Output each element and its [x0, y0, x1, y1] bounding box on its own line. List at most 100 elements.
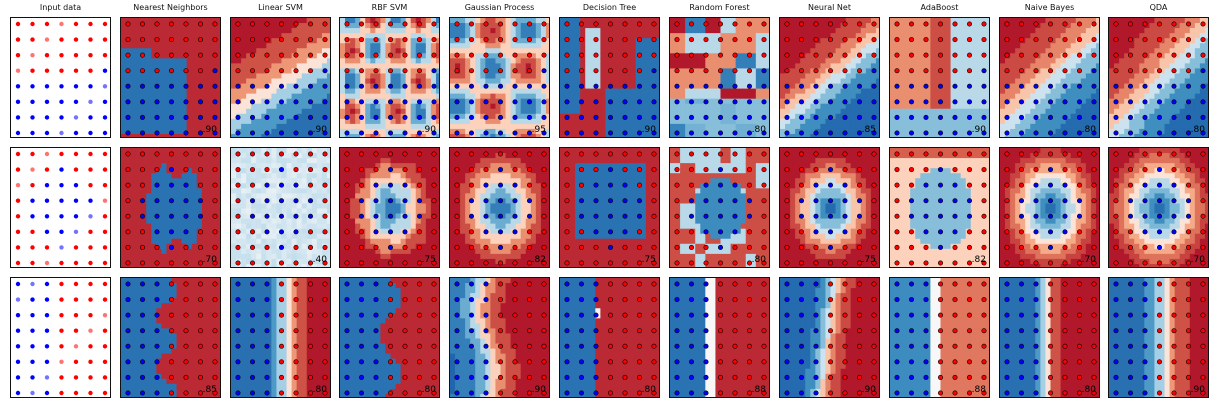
decision-cell	[201, 58, 208, 64]
decision-cell	[740, 98, 747, 105]
decision-cell	[560, 18, 566, 24]
decision-cell	[930, 63, 937, 70]
decision-cell	[360, 108, 366, 115]
data-point	[857, 21, 863, 27]
decision-cell	[286, 78, 293, 85]
data-point	[322, 68, 328, 74]
decision-cell	[375, 118, 381, 125]
decision-cell	[206, 73, 213, 80]
data-point	[278, 52, 284, 58]
decision-cell	[1075, 43, 1082, 49]
decision-cell	[490, 23, 497, 29]
decision-cell	[850, 78, 857, 85]
decision-cell	[785, 78, 791, 85]
decision-cell	[1005, 103, 1011, 110]
data-point	[358, 114, 364, 120]
data-point	[674, 99, 680, 105]
decision-cell	[675, 33, 681, 39]
decision-cell	[1109, 128, 1115, 135]
decision-cell	[191, 123, 198, 130]
decision-cell	[830, 118, 837, 125]
decision-cell	[465, 63, 471, 70]
decision-cell	[725, 123, 732, 130]
data-point	[308, 130, 314, 136]
decision-cell	[790, 38, 796, 44]
decision-cell	[535, 98, 542, 105]
data-point	[198, 130, 204, 136]
decision-cell	[216, 128, 220, 135]
decision-cell	[306, 118, 313, 125]
decision-cell	[311, 78, 318, 85]
decision-cell	[470, 48, 476, 54]
decision-cell	[410, 23, 417, 29]
data-point	[154, 37, 160, 43]
decision-cell	[540, 118, 547, 125]
decision-cell	[395, 118, 402, 125]
data-point	[1091, 21, 1097, 27]
decision-cell	[246, 118, 252, 125]
decision-cell	[415, 103, 422, 110]
decision-cell	[166, 88, 173, 95]
decision-cell	[380, 63, 387, 70]
data-point	[637, 114, 643, 120]
decision-cell	[740, 28, 747, 34]
decision-cell	[1090, 63, 1097, 70]
decision-cell	[1085, 23, 1092, 29]
decision-cell	[1109, 48, 1115, 54]
decision-cell	[815, 48, 821, 54]
decision-cell	[830, 58, 837, 64]
decision-cell	[1015, 28, 1021, 34]
decision-cell	[595, 123, 601, 130]
decision-cell	[685, 113, 691, 120]
decision-cell	[1045, 28, 1052, 34]
decision-cell	[1040, 113, 1047, 120]
decision-cell	[620, 78, 627, 85]
decision-cell	[710, 33, 717, 39]
decision-cell	[575, 58, 581, 64]
data-point	[387, 52, 393, 58]
data-point	[857, 83, 863, 89]
decision-cell	[725, 103, 732, 110]
classifier-panel	[10, 17, 111, 138]
decision-cell	[920, 113, 926, 120]
decision-cell	[695, 103, 701, 110]
decision-cell	[645, 128, 652, 135]
decision-cell	[605, 33, 612, 39]
decision-cell	[760, 123, 767, 130]
decision-cell	[625, 83, 632, 90]
decision-cell	[625, 28, 632, 34]
decision-cell	[276, 48, 283, 54]
decision-cell	[301, 63, 308, 70]
decision-cell	[680, 58, 686, 64]
decision-cell	[206, 88, 213, 95]
decision-cell	[860, 23, 867, 29]
decision-cell	[201, 83, 208, 90]
decision-cell	[181, 73, 188, 80]
data-point	[894, 68, 900, 74]
decision-cell	[860, 118, 867, 125]
decision-cell	[635, 133, 642, 137]
data-point	[761, 37, 767, 43]
decision-cell	[1010, 118, 1016, 125]
decision-cell	[680, 23, 686, 29]
decision-cell	[855, 78, 862, 85]
decision-cell	[256, 108, 262, 115]
decision-cell	[625, 113, 632, 120]
decision-cell	[1025, 103, 1031, 110]
decision-cell	[136, 133, 142, 137]
decision-cell	[276, 63, 283, 70]
decision-cell	[1085, 58, 1092, 64]
decision-cell	[171, 58, 178, 64]
decision-cell	[475, 98, 481, 105]
data-point	[651, 83, 657, 89]
decision-cell	[365, 83, 371, 90]
decision-cell	[1010, 63, 1016, 70]
decision-cell	[316, 78, 323, 85]
decision-cell	[1080, 43, 1087, 49]
decision-cell	[400, 108, 407, 115]
decision-cell	[141, 43, 147, 49]
decision-cell	[585, 78, 591, 85]
data-point	[1091, 37, 1097, 43]
decision-cell	[875, 68, 879, 75]
